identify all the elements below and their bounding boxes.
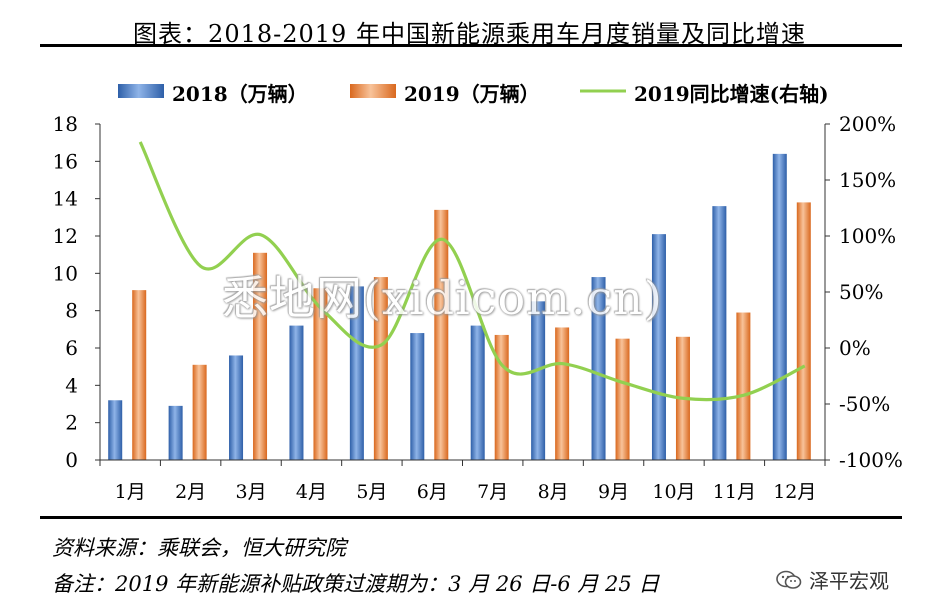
bar-2018 (349, 286, 364, 460)
x-tick-label: 9月 (598, 481, 629, 503)
bar-2019 (192, 364, 207, 460)
bar-2019 (494, 334, 509, 460)
wechat-icon (776, 570, 802, 589)
x-tick-label: 6月 (417, 481, 448, 503)
bar-2019 (253, 252, 268, 460)
bar-2018 (108, 400, 123, 460)
left-tick-label: 0 (65, 448, 78, 472)
right-tick-label: -100% (839, 448, 903, 472)
right-tick-label: 200% (839, 112, 896, 136)
axes: 0 2 4 6 8 10 12 14 16 18 -100% -50% 0% 50% 100% 150% 200… (53, 112, 903, 503)
growth-line (138, 141, 806, 402)
x-tick-label: 1月 (115, 481, 146, 503)
bar-2019 (313, 288, 328, 460)
bar-2019 (373, 277, 388, 460)
x-tick-label: 8月 (538, 481, 569, 503)
x-tick-label: 7月 (477, 481, 508, 503)
bar-2018 (410, 333, 425, 460)
x-tick-label: 3月 (235, 481, 266, 503)
left-tick-label: 10 (53, 261, 78, 285)
bar-2019 (736, 312, 751, 460)
legend-swatch (118, 84, 164, 98)
brand-name: 泽平宏观 (809, 569, 889, 593)
left-tick-label: 2 (65, 411, 78, 435)
title-rule (40, 44, 902, 47)
bar-2019 (796, 202, 811, 460)
left-tick-label: 4 (65, 373, 78, 397)
bar-2019 (615, 338, 630, 460)
right-tick-label: 150% (839, 168, 896, 192)
left-tick-label: 14 (53, 187, 78, 211)
left-tick-label: 18 (53, 112, 78, 136)
bar-2018 (651, 234, 666, 460)
bar-2018 (591, 277, 606, 460)
x-tick-label: 5月 (356, 481, 387, 503)
bar-2018 (772, 153, 787, 460)
right-tick-label: 0% (839, 336, 871, 360)
bar-2018 (168, 405, 183, 460)
right-tick-label: -50% (839, 392, 890, 416)
legend: 2018（万辆） 2019（万辆） 2019同比增速(右轴) (118, 82, 829, 106)
x-tick-label: 10月 (652, 481, 695, 503)
left-tick-label: 12 (53, 224, 78, 248)
legend-swatch (350, 84, 396, 98)
bar-2018 (289, 325, 304, 460)
growth-line-path (138, 141, 806, 402)
left-tick-label: 16 (53, 149, 78, 173)
legend-label: 2019（万辆） (404, 82, 540, 106)
legend-label: 2019同比增速(右轴) (634, 82, 829, 106)
x-tick-label: 12月 (773, 481, 816, 503)
right-tick-label: 50% (839, 280, 883, 304)
bars (108, 153, 811, 460)
bar-2019 (132, 290, 147, 460)
x-tick-label: 11月 (713, 481, 756, 503)
brand: 泽平宏观 (775, 565, 889, 594)
policy-note: 备注：2019 年新能源补贴政策过渡期为：3 月 26 日-6 月 25 日 (52, 572, 660, 596)
x-tick-label: 2月 (175, 481, 206, 503)
chart-area: 2018（万辆） 2019（万辆） 2019同比增速(右轴) 0 2 4 6 8 10 12 14… (53, 82, 903, 503)
watermark: 悉地网(xidicom.cn) (222, 271, 663, 325)
legend-label: 2018（万辆） (172, 82, 308, 106)
bar-2018 (712, 206, 727, 460)
left-tick-label: 6 (65, 336, 78, 360)
footer-rule (40, 516, 902, 519)
bar-2019 (555, 327, 570, 460)
bar-2018 (531, 301, 546, 460)
bar-2018 (229, 355, 244, 460)
chart-title: 图表：2018-2019 年中国新能源乘用车月度销量及同比增速 (133, 20, 806, 48)
source-note: 资料来源：乘联会，恒大研究院 (52, 536, 346, 560)
right-tick-label: 100% (839, 224, 896, 248)
left-tick-label: 8 (65, 299, 78, 323)
bar-2019 (434, 209, 449, 460)
bar-2018 (470, 325, 485, 460)
x-tick-label: 4月 (296, 481, 327, 503)
